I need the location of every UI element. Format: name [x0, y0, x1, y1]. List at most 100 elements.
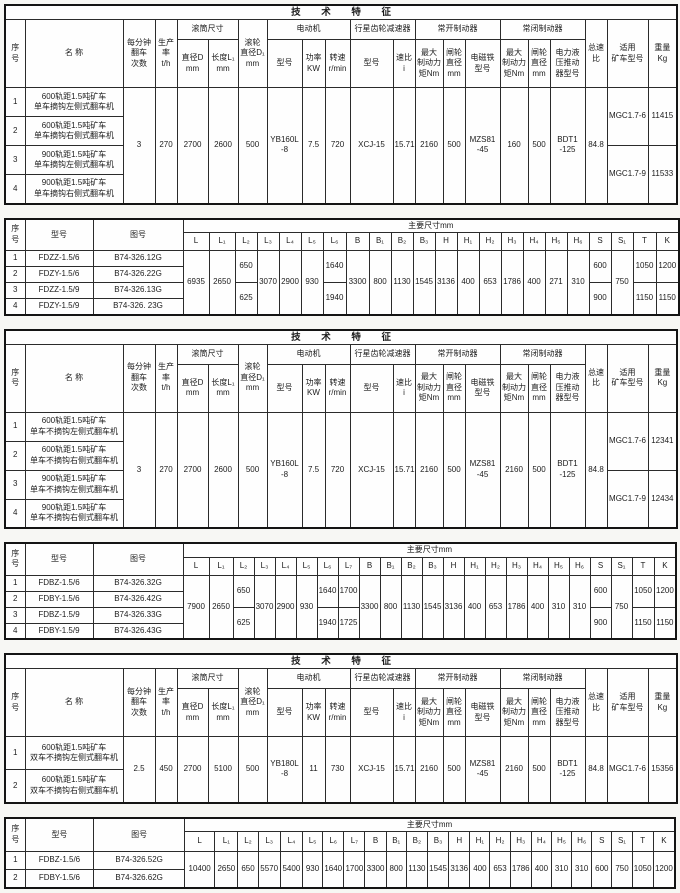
table-row: 2 600轨距1.5吨矿车 单车摘钩右侧式翻车机: [4, 116, 677, 146]
value-cell: 720: [324, 87, 351, 204]
value-cell: 400: [463, 574, 486, 640]
value-cell: 3070: [253, 574, 276, 640]
value-cell: 直径D mm: [176, 363, 209, 413]
value-cell: 2700: [176, 411, 209, 529]
value-cell: 400: [522, 250, 546, 315]
col-header: 生产 率 t/h: [154, 19, 178, 88]
row-number: 2: [4, 440, 26, 471]
value-cell: 800: [368, 250, 392, 315]
value-cell: 型号: [349, 363, 394, 413]
value-cell: 闸轮 直径 mm: [442, 363, 466, 413]
value-cell: 1940: [322, 282, 347, 315]
row-number: 4: [4, 498, 26, 529]
value-cell: 271: [544, 250, 568, 315]
table-row: 1 600轨距1.5吨矿车 单车摘钩左侧式翻车机 3 270 2700 2600 500 YB…: [4, 87, 678, 204]
value-cell: 270: [154, 87, 178, 204]
value-cell: MGC1.7-9: [606, 145, 649, 204]
value-cell: 型号: [266, 363, 303, 413]
value-cell: H₂: [484, 556, 507, 576]
col-header: 最大 制动力 矩Nm: [414, 39, 444, 88]
col-header: 生产 率 t/h: [154, 668, 178, 737]
value-cell: 7900: [182, 574, 210, 640]
value-cell: L₄: [279, 831, 303, 852]
table-row: 序 号型号 图号 主要尺寸mm: [4, 218, 680, 251]
group-header: 常开制动器: [414, 343, 501, 365]
value-cell: 500: [527, 87, 551, 204]
value-cell: 3: [122, 87, 156, 204]
model-code: FDBZ-1.5/6: [24, 851, 95, 870]
table-row: 技 术 特 征: [4, 653, 678, 669]
group-header: 电动机: [266, 19, 351, 40]
value-cell: 15.71: [392, 87, 416, 204]
value-cell: L₂: [234, 232, 258, 251]
value-cell: 400: [526, 574, 549, 640]
col-header: 滚轮 直径D₁ mm: [237, 19, 268, 88]
col-header: 序 号: [4, 19, 26, 88]
value-cell: MGC1.7-6: [606, 411, 649, 471]
value-cell: XCJ-15: [349, 736, 394, 803]
table-row: 技 术 特 征: [4, 329, 678, 345]
value-cell: 最大 制动力 矩Nm: [499, 363, 529, 413]
value-cell: K: [653, 556, 677, 576]
col-header: 闸轮 直径 mm: [527, 39, 551, 88]
value-cell: 750: [610, 250, 634, 315]
col-header: 长度L₁ mm: [207, 39, 239, 88]
value-cell: 1786: [500, 250, 524, 315]
value-cell: 900: [589, 606, 612, 640]
table-row: 序 号型号 图号 主要尺寸mm: [4, 542, 677, 576]
value-cell: L₄: [278, 232, 302, 251]
value-cell: MGC1.7-6: [606, 736, 649, 803]
value-cell: 电力液 压推动 器型号: [549, 363, 586, 413]
value-cell: H₂: [478, 232, 502, 251]
dimensions-table-2: 序 号型号 图号 主要尺寸mm L L₁ L₂ L₃ L₄ L₅ L₆ L₇ B B₁ B₂ B₃ H H₁ H₂…: [4, 542, 678, 640]
table-row: 2 600轨距1.5吨矿车 单车不摘钩右侧式翻车机: [4, 440, 677, 471]
value-cell: 84.8: [584, 736, 608, 803]
value-cell: 730: [324, 736, 351, 803]
col-header: 滚轮 直径D₁ mm: [237, 668, 268, 737]
value-cell: 900: [588, 282, 612, 315]
value-cell: K: [655, 232, 680, 251]
value-cell: 2650: [208, 250, 236, 315]
machine-name: 900轨距1.5吨矿车 单车不摘钩右侧式翻车机: [24, 498, 124, 529]
table-title: 技 术 特 征: [4, 653, 678, 669]
value-cell: 电磁铁 型号: [464, 363, 501, 413]
value-cell: 速比 i: [392, 363, 416, 413]
table-row: 直径D mm 长度L₁ mm 型号 功率 KW 转速 r/min 型号 速比 i 最大 制动力…: [5, 39, 677, 88]
value-cell: 15.71: [392, 411, 416, 529]
table-row: 4 900轨距1.5吨矿车 单车不摘钩右侧式翻车机: [4, 498, 677, 529]
value-cell: 2160: [499, 736, 529, 803]
dimensions-table-1: 序 号型号 图号 主要尺寸mm L L₁ L₂ L₃ L₄ L₅ L₆ B B₁ B₂ B₃ H H₁ H₂ H₃…: [4, 217, 680, 316]
value-cell: 500: [527, 736, 551, 803]
value-cell: 12341: [647, 411, 678, 471]
value-cell: 650: [232, 574, 255, 608]
row-number: 2: [4, 869, 26, 888]
value-cell: H₁: [469, 831, 491, 852]
value-cell: L₁: [214, 831, 239, 852]
value-cell: 310: [568, 574, 591, 640]
value-cell: L₅: [300, 232, 324, 251]
value-cell: 2900: [274, 574, 297, 640]
value-cell: 650: [237, 851, 259, 888]
value-cell: H₄: [526, 556, 549, 576]
table-row: 3 FDBZ-1.5/9 B74-326.33G 625 1940 1725 900 1150…: [4, 606, 677, 640]
value-cell: MGC1.7-9: [606, 469, 649, 529]
value-cell: 930: [300, 250, 324, 315]
drawing-code: B74-326.12G: [92, 250, 184, 267]
value-cell: H: [448, 831, 471, 852]
col-header: 图号: [93, 817, 185, 852]
col-header: 电磁铁 型号: [464, 39, 501, 88]
group-header: 主要尺寸mm: [182, 542, 677, 558]
value-cell: 1545: [421, 574, 444, 640]
row-number: 3: [4, 469, 26, 500]
value-cell: 1640: [316, 574, 339, 608]
value-cell: 1050: [632, 250, 657, 283]
value-cell: 1200: [652, 851, 676, 888]
value-cell: 电力液 压推动 器型号: [549, 688, 586, 737]
col-header: 型号: [24, 817, 95, 852]
value-cell: H₁: [456, 232, 480, 251]
value-cell: 3136: [448, 851, 471, 888]
group-header: 主要尺寸mm: [182, 218, 680, 233]
drawing-code: B74-326. 23G: [92, 298, 184, 315]
value-cell: 电磁铁 型号: [464, 688, 501, 737]
value-cell: L₅: [301, 831, 324, 852]
